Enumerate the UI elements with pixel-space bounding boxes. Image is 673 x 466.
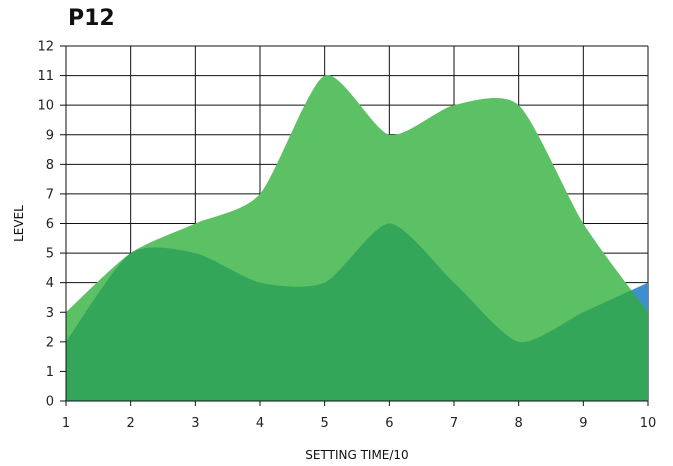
x-tick-label: 2 xyxy=(127,416,135,431)
y-tick-label: 12 xyxy=(37,40,54,55)
y-tick-label: 8 xyxy=(46,158,54,173)
x-tick-label: 8 xyxy=(515,416,523,431)
y-tick-label: 9 xyxy=(46,128,54,143)
x-tick-label: 4 xyxy=(256,416,264,431)
y-tick-label: 4 xyxy=(46,276,54,291)
x-tick-label: 6 xyxy=(385,416,393,431)
x-tick-label: 3 xyxy=(191,416,199,431)
x-tick-label: 10 xyxy=(640,416,657,431)
y-axis-label: LEVEL xyxy=(12,205,26,242)
x-tick-label: 1 xyxy=(62,416,70,431)
chart-title: P12 xyxy=(68,6,115,31)
series-overlap-area xyxy=(66,223,648,401)
x-tick-label: 9 xyxy=(579,416,587,431)
y-tick-label: 11 xyxy=(37,69,54,84)
y-tick-label: 5 xyxy=(46,247,54,262)
x-tick-label: 5 xyxy=(321,416,329,431)
x-axis-label: SETTING TIME/10 xyxy=(305,448,408,462)
y-tick-label: 2 xyxy=(46,335,54,350)
y-tick-label: 1 xyxy=(46,365,54,380)
y-tick-label: 0 xyxy=(46,395,54,410)
y-tick-label: 7 xyxy=(46,187,54,202)
x-tick-label: 7 xyxy=(450,416,458,431)
y-tick-label: 3 xyxy=(46,306,54,321)
y-tick-label: 6 xyxy=(46,217,54,232)
y-tick-label: 10 xyxy=(37,99,54,114)
